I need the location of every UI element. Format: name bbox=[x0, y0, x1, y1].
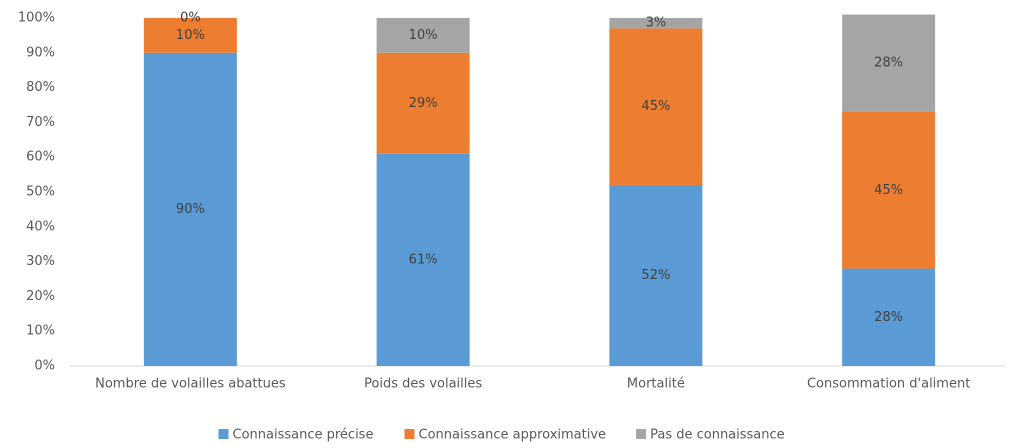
legend-swatch bbox=[404, 429, 415, 439]
bar-segment bbox=[609, 185, 703, 366]
y-tick-label: 10% bbox=[26, 324, 55, 339]
bar-segment bbox=[609, 28, 703, 186]
data-label: 0% bbox=[180, 11, 201, 26]
y-tick-label: 100% bbox=[18, 11, 55, 26]
y-tick-label: 20% bbox=[26, 289, 55, 304]
x-tick-label: Consommation d'aliment bbox=[807, 377, 970, 392]
legend-label: Pas de connaissance bbox=[650, 428, 785, 443]
data-label: 45% bbox=[874, 183, 903, 198]
y-tick-label: 80% bbox=[26, 80, 55, 95]
legend-swatch bbox=[636, 429, 647, 439]
x-tick-label: Mortalité bbox=[627, 377, 685, 392]
data-label: 3% bbox=[646, 16, 667, 31]
y-tick-label: 70% bbox=[26, 115, 55, 130]
bar-segment bbox=[842, 14, 936, 112]
y-tick-label: 30% bbox=[26, 254, 55, 269]
legend-label: Connaissance approximative bbox=[419, 428, 607, 443]
bar-segment bbox=[842, 268, 936, 366]
bar-segment bbox=[376, 52, 470, 154]
y-tick-label: 0% bbox=[34, 359, 55, 374]
bar-segment bbox=[376, 18, 470, 53]
data-label: 52% bbox=[641, 268, 670, 283]
y-tick-label: 60% bbox=[26, 150, 55, 165]
bar-segment bbox=[143, 52, 237, 367]
bar-segment bbox=[376, 153, 470, 366]
data-label: 90% bbox=[176, 202, 205, 217]
bar-segment bbox=[143, 18, 237, 53]
data-label: 61% bbox=[409, 252, 438, 267]
data-label: 45% bbox=[641, 99, 670, 114]
data-label: 28% bbox=[874, 56, 903, 71]
bar-segment bbox=[842, 111, 936, 269]
legend-swatch bbox=[218, 429, 229, 439]
x-tick-label: Nombre de volailles abattues bbox=[95, 377, 286, 392]
data-label: 10% bbox=[176, 28, 205, 43]
data-label: 10% bbox=[409, 28, 438, 43]
x-tick-label: Poids des volailles bbox=[364, 377, 482, 392]
y-tick-label: 40% bbox=[26, 219, 55, 234]
bar-segment bbox=[609, 18, 703, 29]
data-label: 29% bbox=[409, 96, 438, 111]
data-label: 28% bbox=[874, 310, 903, 325]
legend-label: Connaissance précise bbox=[233, 428, 374, 443]
y-tick-label: 90% bbox=[26, 45, 55, 60]
y-tick-label: 50% bbox=[26, 185, 55, 200]
